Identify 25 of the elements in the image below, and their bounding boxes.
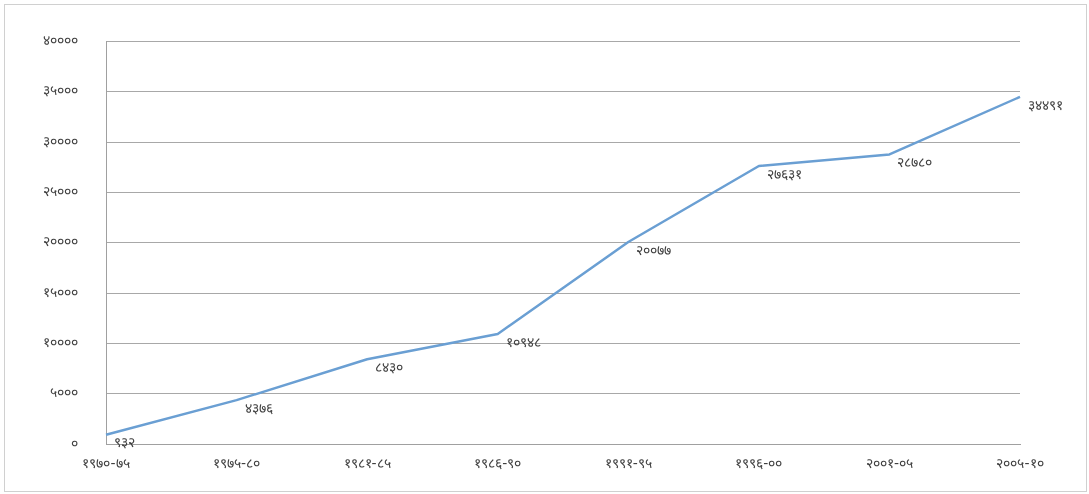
x-tick-label: २००१-०५ (865, 455, 913, 472)
x-tick-label: १९९६-०० (735, 455, 783, 472)
y-tick-label: ४०००० (43, 32, 78, 49)
data-label: ८४३० (375, 358, 404, 375)
y-tick-label: २५००० (43, 183, 78, 200)
y-tick-label: २०००० (43, 233, 78, 250)
data-label: ९३२ (114, 434, 135, 451)
x-tick-label: २००५-१० (996, 455, 1044, 472)
x-tick-label: १९७५-८० (213, 455, 261, 472)
data-label: २७६३१ (766, 165, 802, 182)
data-label: २८७८० (897, 154, 933, 171)
x-tick-label: १९७०-७५ (82, 455, 130, 472)
data-label: १०९४८ (505, 333, 541, 350)
data-label: ४३७६ (244, 399, 273, 416)
y-tick-label: ० (71, 434, 78, 451)
data-label: २००७७ (636, 241, 672, 258)
x-tick-label: १९८६-९० (474, 455, 522, 472)
data-label: ३४४९१ (1028, 96, 1063, 113)
y-tick-label: ५००० (50, 384, 78, 401)
x-tick-label: १९९१-९५ (604, 455, 652, 472)
x-tick-label: १९८१-८५ (343, 455, 391, 472)
y-tick-label: १५००० (43, 283, 78, 300)
y-tick-label: ३०००० (43, 132, 78, 149)
y-tick-label: ३५००० (43, 82, 78, 99)
y-tick-label: १०००० (43, 334, 78, 351)
